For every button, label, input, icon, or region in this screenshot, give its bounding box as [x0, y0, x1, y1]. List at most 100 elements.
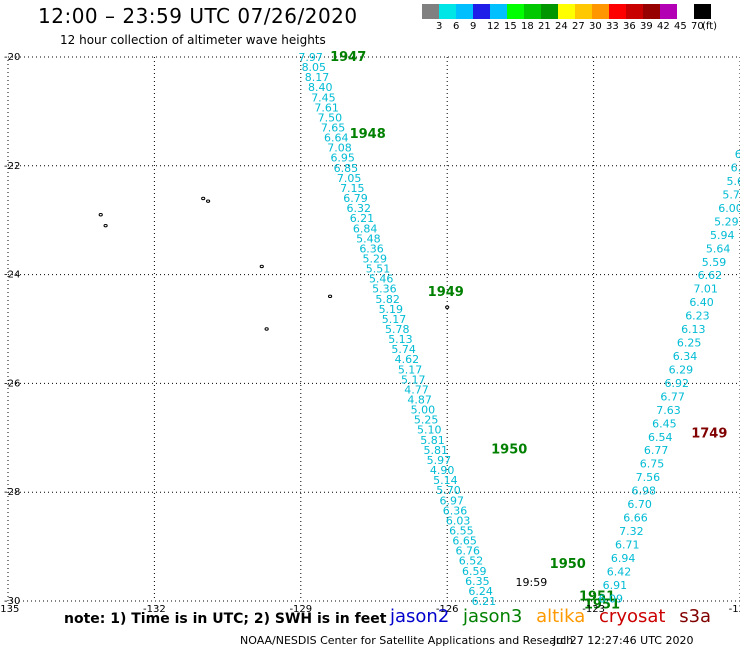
legend-label: 15 — [504, 21, 517, 32]
wave-height-value: 6.98 — [632, 485, 657, 498]
wave-height-value: 7.45 — [311, 91, 336, 104]
wave-height-value: 6.84 — [353, 222, 378, 235]
wave-height-value: 5.94 — [710, 229, 735, 242]
legend-label: 45 — [674, 21, 687, 32]
legend-swatch — [575, 4, 592, 19]
wave-height-value: 6.52 — [459, 555, 484, 568]
legend-label: 3 — [436, 21, 443, 32]
map-grid — [7, 56, 740, 602]
wave-height-value: 5.17 — [398, 363, 423, 376]
wave-height-value: 5.10 — [417, 424, 442, 437]
track-time-label: 1950 — [491, 443, 527, 458]
wave-height-value: 6.03 — [446, 514, 471, 527]
legend-swatch — [643, 4, 660, 19]
wave-height-value: 6.71 — [615, 538, 640, 551]
legend-swatch — [439, 4, 456, 19]
wave-height-value: 7.65 — [321, 122, 346, 135]
wave-height-value: 4.62 — [395, 353, 420, 366]
island-marker — [445, 305, 450, 309]
track-time-label: 1947 — [330, 50, 366, 65]
wave-height-value: 5.64 — [706, 242, 731, 255]
wave-height-value: 6.55 — [449, 524, 474, 537]
wave-height-value: 7.05 — [337, 172, 362, 185]
wave-height-value: 8.40 — [308, 81, 333, 94]
legend-swatch — [592, 4, 609, 19]
wave-height-value: 5.59 — [702, 256, 727, 269]
legend-swatch — [626, 4, 643, 19]
track-time-label: 1951 — [584, 598, 620, 613]
wave-height-value: 6.09 — [598, 592, 623, 605]
wave-height-value: 6.95 — [330, 152, 355, 165]
y-tick-label: -26 — [4, 378, 20, 389]
wave-height-value: 6.23 — [685, 310, 710, 323]
wave-height-value: 6.75 — [640, 458, 665, 471]
island-marker — [201, 196, 206, 201]
track-time-label: 1951 — [579, 590, 615, 605]
legend-labels: 3 6 9 12 15 18 21 24 27 30 33 36 39 42 45 70 (ft) — [422, 19, 732, 33]
legend-swatch — [473, 4, 490, 19]
wave-height-value: 6.34 — [673, 350, 698, 363]
y-tick-label: -24 — [4, 270, 20, 281]
legend-swatch — [677, 4, 694, 19]
wave-height-value: 7.97 — [298, 51, 323, 64]
legend-swatch — [490, 4, 507, 19]
legend-swatch — [422, 4, 439, 19]
wave-height-value: 5.48 — [356, 232, 381, 245]
legend-label: 12 — [487, 21, 500, 32]
wave-height-value: 6.32 — [346, 202, 371, 215]
map-frame — [7, 56, 740, 602]
wave-height-value: 5.00 — [411, 404, 436, 417]
wave-height-value: 7.56 — [636, 471, 661, 484]
islands-layer — [98, 196, 450, 331]
island-marker — [264, 327, 269, 331]
wave-height-value: 6.36 — [443, 504, 468, 517]
wave-height-value: 6.85 — [334, 162, 359, 175]
island-marker — [98, 213, 103, 217]
wave-height-value: 5.81 — [420, 434, 445, 447]
wave-height-value: 6.92 — [665, 377, 690, 390]
island-marker — [259, 264, 264, 269]
wave-height-value: 5.36 — [372, 283, 397, 296]
wave-height-value: 5.13 — [388, 333, 413, 346]
legend-label: 33 — [606, 21, 619, 32]
legend-label: 42 — [657, 21, 670, 32]
legend-label: 24 — [555, 21, 568, 32]
wave-height-value: 5.46 — [369, 273, 394, 286]
wave-height-value: 6.59 — [462, 565, 487, 578]
island-marker — [103, 223, 108, 228]
track-time-label: 1949 — [428, 285, 464, 300]
wave-height-value: 5.62 — [726, 175, 740, 188]
sat-jason3: jason3 — [463, 606, 523, 627]
wave-height-value: 7.15 — [340, 182, 365, 195]
wave-height-value: 5.29 — [363, 252, 388, 265]
legend-swatch — [456, 4, 473, 19]
legend-label: 39 — [640, 21, 653, 32]
wave-height-value: 5.81 — [423, 444, 448, 457]
legend-swatches — [422, 4, 732, 19]
wave-height-value: 4.90 — [430, 464, 455, 477]
wave-height-value: 6.13 — [681, 323, 706, 336]
tracks-layer: 7.978.058.178.407.457.617.507.656.647.08… — [298, 50, 740, 613]
y-tick-label: -30 — [4, 596, 20, 607]
wave-height-value: 6.66 — [623, 512, 648, 525]
wave-height-value: 5.78 — [385, 323, 410, 336]
wave-height-value: 6.76 — [456, 545, 481, 558]
sat-s3a: s3a — [679, 606, 712, 627]
legend-label: 9 — [470, 21, 477, 32]
wave-height-value: 6.97 — [440, 494, 465, 507]
island-marker — [327, 294, 333, 299]
wave-height-value: 6.40 — [689, 296, 714, 309]
track-jason3: 7.978.058.178.407.457.617.507.656.647.08… — [298, 50, 620, 613]
legend-swatch — [660, 4, 677, 19]
legend-label: 27 — [572, 21, 585, 32]
wave-height-value: 4.87 — [407, 394, 432, 407]
y-tick-label: -22 — [4, 161, 20, 172]
wave-height-value: 6.70 — [627, 498, 652, 511]
wave-height-value: 6.67 — [731, 162, 740, 175]
credit-line: NOAA/NESDIS Center for Satellite Applica… — [240, 634, 574, 647]
legend-label: 18 — [521, 21, 534, 32]
track-time-label: 1950 — [550, 557, 586, 572]
x-tick-label: -123 — [582, 604, 605, 615]
generated-timestamp: Jul 27 12:27:46 UTC 2020 — [553, 634, 694, 647]
island-marker — [205, 199, 211, 203]
